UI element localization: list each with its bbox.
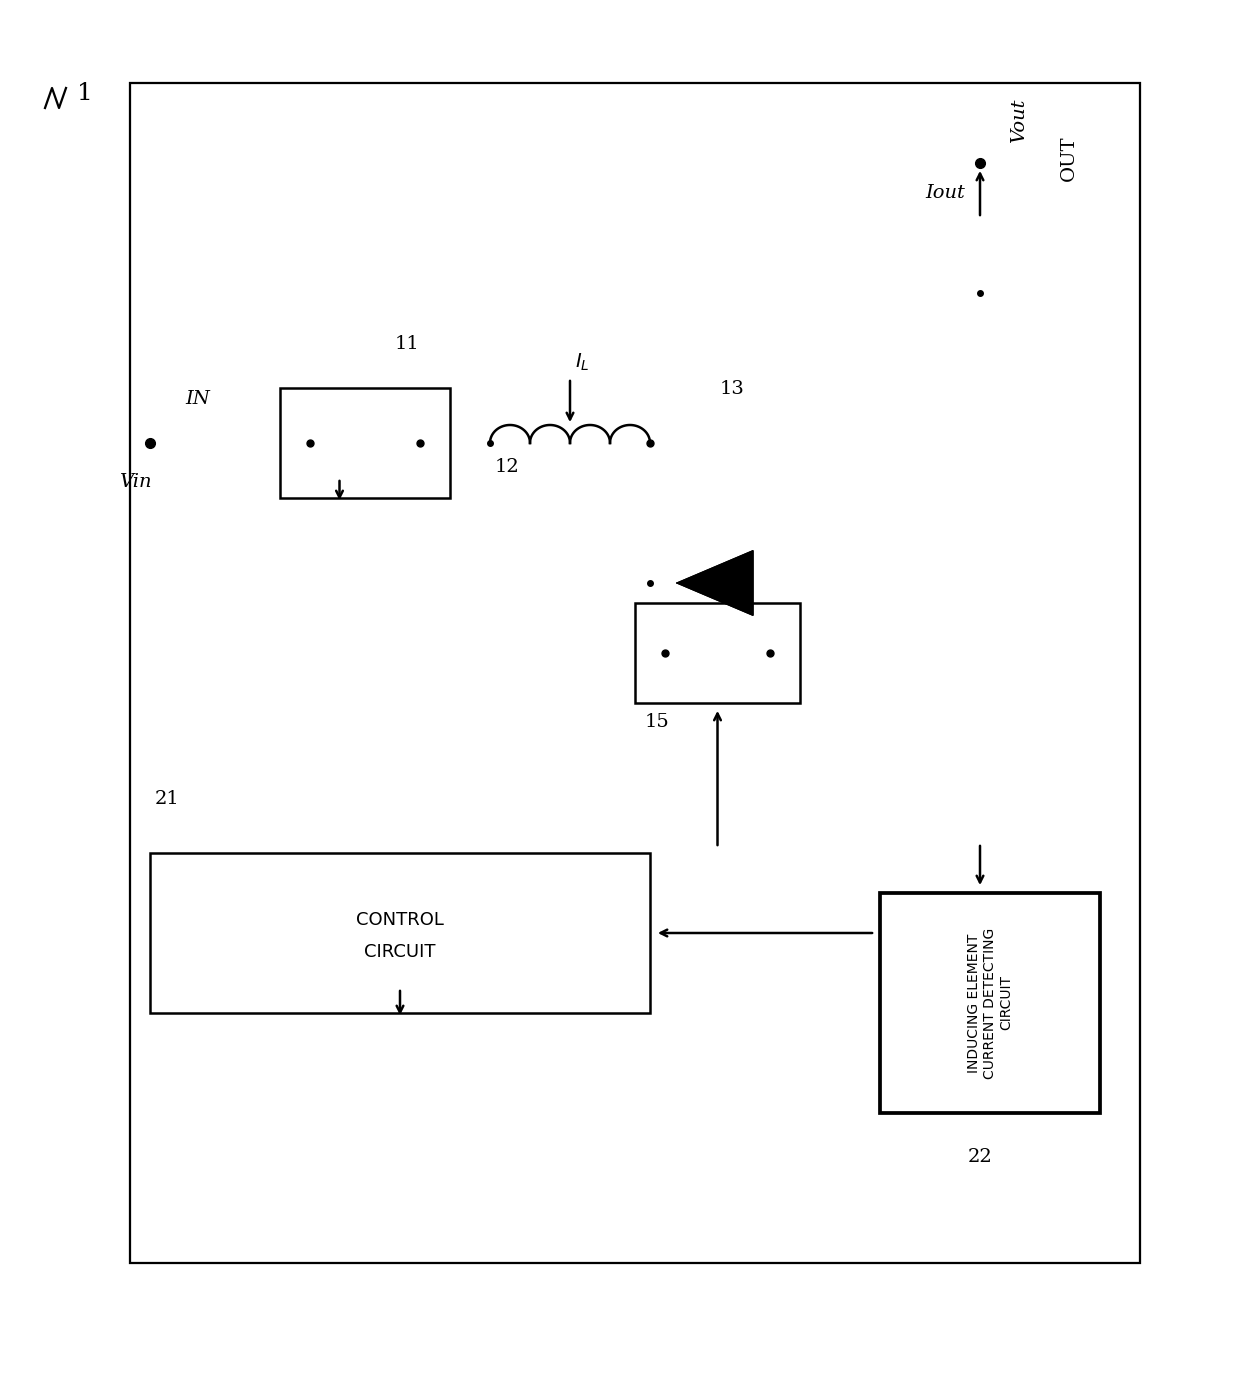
- Text: INDUCING ELEMENT
CURRENT DETECTING
CIRCUIT: INDUCING ELEMENT CURRENT DETECTING CIRCU…: [967, 928, 1013, 1078]
- Text: CONTROL: CONTROL: [356, 911, 444, 929]
- Text: 22: 22: [968, 1148, 993, 1166]
- Text: 13: 13: [720, 380, 745, 398]
- Text: Vin: Vin: [119, 474, 151, 490]
- Text: $I_L$: $I_L$: [575, 351, 589, 373]
- Text: 14: 14: [660, 607, 684, 625]
- Bar: [130, 84, 1140, 1263]
- Text: 21: 21: [155, 790, 180, 808]
- Text: IN: IN: [185, 390, 210, 408]
- Bar: [280, 389, 450, 499]
- Bar: [635, 603, 800, 703]
- Text: Iout: Iout: [925, 184, 965, 202]
- Text: OUT: OUT: [1060, 135, 1078, 181]
- Text: 12: 12: [495, 458, 520, 476]
- Polygon shape: [677, 550, 753, 616]
- Text: Vout: Vout: [1011, 99, 1028, 143]
- Text: 15: 15: [645, 713, 670, 731]
- Text: CIRCUIT: CIRCUIT: [365, 943, 435, 961]
- Bar: [880, 893, 1100, 1113]
- Text: 1: 1: [77, 82, 93, 104]
- Text: 11: 11: [396, 334, 420, 352]
- Bar: [150, 853, 650, 1013]
